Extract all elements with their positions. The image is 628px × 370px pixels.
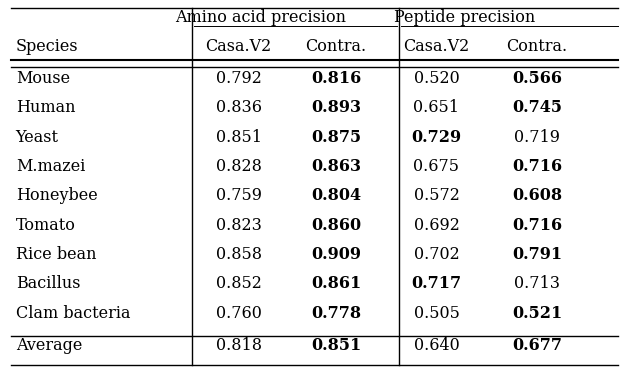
Text: 0.716: 0.716: [512, 158, 562, 175]
Text: 0.828: 0.828: [215, 158, 262, 175]
Text: Species: Species: [16, 38, 78, 55]
Text: 0.640: 0.640: [414, 337, 459, 354]
Text: Peptide precision: Peptide precision: [394, 9, 535, 26]
Text: 0.505: 0.505: [413, 305, 460, 322]
Text: 0.852: 0.852: [215, 275, 262, 292]
Text: 0.520: 0.520: [414, 70, 459, 87]
Text: 0.875: 0.875: [311, 129, 361, 146]
Text: 0.566: 0.566: [512, 70, 562, 87]
Text: 0.818: 0.818: [215, 337, 262, 354]
Text: 0.804: 0.804: [311, 187, 361, 204]
Text: 0.791: 0.791: [512, 246, 562, 263]
Text: 0.572: 0.572: [413, 187, 460, 204]
Text: 0.729: 0.729: [411, 129, 462, 146]
Text: Casa.V2: Casa.V2: [205, 38, 272, 55]
Text: 0.860: 0.860: [311, 217, 361, 234]
Text: Clam bacteria: Clam bacteria: [16, 305, 130, 322]
Text: 0.851: 0.851: [215, 129, 262, 146]
Text: 0.719: 0.719: [514, 129, 560, 146]
Text: 0.702: 0.702: [414, 246, 459, 263]
Text: 0.792: 0.792: [215, 70, 262, 87]
Text: 0.858: 0.858: [215, 246, 262, 263]
Text: 0.692: 0.692: [413, 217, 460, 234]
Text: 0.893: 0.893: [311, 99, 361, 116]
Text: 0.861: 0.861: [311, 275, 361, 292]
Text: Average: Average: [16, 337, 82, 354]
Text: Tomato: Tomato: [16, 217, 75, 234]
Text: Contra.: Contra.: [305, 38, 367, 55]
Text: 0.909: 0.909: [311, 246, 361, 263]
Text: 0.713: 0.713: [514, 275, 560, 292]
Text: 0.716: 0.716: [512, 217, 562, 234]
Text: 0.760: 0.760: [215, 305, 262, 322]
Text: 0.863: 0.863: [311, 158, 361, 175]
Text: Rice bean: Rice bean: [16, 246, 96, 263]
Text: M.mazei: M.mazei: [16, 158, 85, 175]
Text: 0.608: 0.608: [512, 187, 562, 204]
Text: Human: Human: [16, 99, 75, 116]
Text: Mouse: Mouse: [16, 70, 70, 87]
Text: 0.816: 0.816: [311, 70, 361, 87]
Text: 0.677: 0.677: [512, 337, 562, 354]
Text: 0.717: 0.717: [411, 275, 462, 292]
Text: Casa.V2: Casa.V2: [403, 38, 470, 55]
Text: Yeast: Yeast: [16, 129, 58, 146]
Text: 0.759: 0.759: [215, 187, 262, 204]
Text: 0.651: 0.651: [413, 99, 460, 116]
Text: 0.745: 0.745: [512, 99, 562, 116]
Text: 0.521: 0.521: [512, 305, 562, 322]
Text: 0.823: 0.823: [215, 217, 262, 234]
Text: Honeybee: Honeybee: [16, 187, 97, 204]
Text: Amino acid precision: Amino acid precision: [175, 9, 346, 26]
Text: Contra.: Contra.: [506, 38, 568, 55]
Text: 0.778: 0.778: [311, 305, 361, 322]
Text: 0.851: 0.851: [311, 337, 361, 354]
Text: Bacillus: Bacillus: [16, 275, 80, 292]
Text: 0.836: 0.836: [215, 99, 262, 116]
Text: 0.675: 0.675: [413, 158, 460, 175]
